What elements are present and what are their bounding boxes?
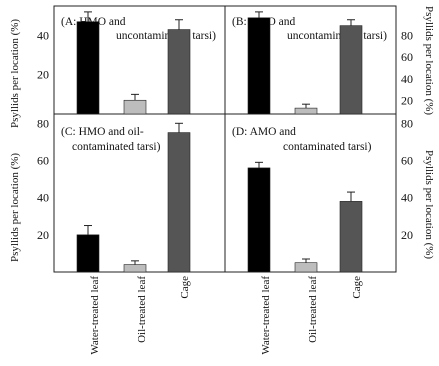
category-label-c-1: Water-treated leaf — [89, 276, 101, 355]
bar-a-3 — [167, 29, 191, 115]
category-label-d-2: Oil-treated leaf — [307, 276, 319, 343]
panel-d-title: (D: AMO and contaminated tarsi) — [232, 126, 372, 153]
bar-a-2 — [123, 99, 147, 115]
bar-d-1 — [247, 167, 271, 273]
y-axis-label-right-bottom: Psyllids per location (%) — [423, 150, 435, 259]
category-label-c-3: Cage — [179, 276, 191, 299]
panel-d-title-line2: contaminated tarsi) — [283, 141, 372, 153]
bar-d-3 — [339, 201, 363, 273]
bar-d-2 — [294, 262, 318, 273]
y-axis-label-right-top: Psyllids per location (%) — [423, 6, 435, 115]
category-label-d-1: Water-treated leaf — [260, 276, 272, 355]
tick-label-a-60: 60 — [37, 0, 49, 3]
tick-label-d-80: 80 — [401, 116, 413, 130]
tick-label-d-40: 40 — [401, 191, 413, 205]
category-label-d-3: Cage — [351, 276, 363, 299]
tick-label-d-20: 20 — [401, 228, 413, 242]
panel-b-title-line2: uncontaminated tarsi) — [287, 30, 387, 42]
bar-c-3 — [167, 132, 191, 273]
tick-label-c-60: 60 — [37, 153, 49, 167]
tick-label-b-60: 60 — [401, 50, 413, 64]
bar-b-3 — [339, 25, 363, 115]
tick-label-a-40: 40 — [37, 28, 49, 42]
tick-label-c-20: 20 — [37, 228, 49, 242]
tick-label-b-40: 40 — [401, 72, 413, 86]
bar-b-1 — [247, 17, 271, 115]
y-axis-label-left-top: Psyllids per location (%) — [9, 19, 21, 128]
bar-b-2 — [294, 107, 318, 115]
tick-label-b-80: 80 — [401, 29, 413, 43]
tick-label-d-60: 60 — [401, 153, 413, 167]
panel-c-title: (C: HMO and oil-contaminated tarsi) — [61, 126, 161, 153]
tick-label-c-80: 80 — [37, 116, 49, 130]
tick-label-a-20: 20 — [37, 68, 49, 82]
tick-label-b-20: 20 — [401, 93, 413, 107]
bar-a-1 — [76, 21, 100, 115]
y-axis-label-left-bottom: Psyllids per location (%) — [9, 153, 21, 262]
panel-c-title-line2: contaminated tarsi) — [72, 141, 161, 153]
category-label-c-2: Oil-treated leaf — [136, 276, 148, 343]
panel-d-title-line1: (D: AMO and — [232, 126, 296, 138]
tick-label-c-40: 40 — [37, 191, 49, 205]
bar-c-1 — [76, 234, 100, 273]
panel-a-title-line2: uncontaminated tarsi) — [116, 30, 216, 42]
bar-c-2 — [123, 264, 147, 273]
chart-marks: 20 40 60 20 40 60 80 20 40 60 80 20 40 60 80 — [37, 0, 413, 273]
panel-c-title-line1: (C: HMO and oil- — [61, 126, 144, 138]
